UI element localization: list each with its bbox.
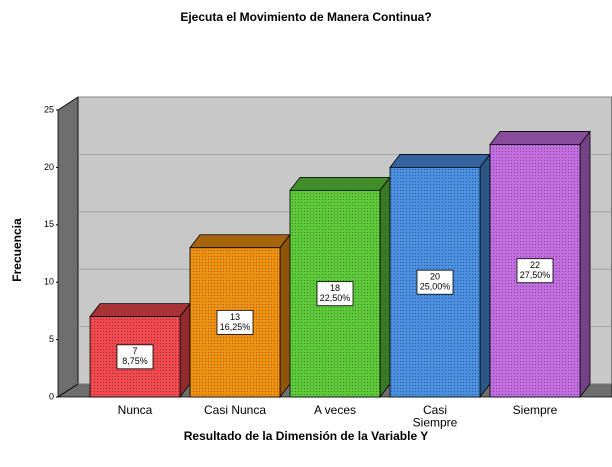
x-axis-label: Resultado de la Dimensión de la Variable… (184, 429, 429, 443)
data-label-box (116, 344, 154, 370)
data-label-box (216, 309, 254, 335)
data-label: 20 (430, 272, 440, 282)
y-tick-label: 10 (44, 277, 54, 287)
x-tick-label: Nunca (118, 403, 153, 417)
bar-top (389, 153, 491, 168)
bar-side (579, 130, 591, 399)
data-label: 18 (330, 283, 340, 293)
y-axis-label: Frecuencia (10, 218, 24, 282)
chart-title: Ejecuta el Movimiento de Manera Continua… (180, 10, 431, 24)
data-label: 7 (132, 346, 137, 356)
bar (89, 302, 191, 399)
side-wall (57, 96, 79, 398)
data-label-percent: 16,25% (220, 322, 251, 332)
bar-side (379, 176, 391, 399)
bar-top (289, 176, 391, 191)
bar-top (189, 234, 291, 249)
data-label-box (416, 269, 454, 295)
data-label-percent: 25,00% (420, 282, 451, 292)
x-tick-label: A veces (314, 403, 356, 417)
data-label-box (316, 281, 354, 307)
y-tick-label: 5 (49, 334, 54, 344)
y-tick-label: 25 (44, 104, 54, 114)
bar-side (479, 153, 491, 399)
bar (489, 130, 591, 399)
data-label-percent: 8,75% (122, 356, 148, 366)
y-tick-label: 15 (44, 219, 54, 229)
data-label-percent: 22,50% (320, 293, 351, 303)
data-label-percent: 27,50% (520, 270, 551, 280)
bar-top (89, 303, 191, 318)
bar-side (179, 302, 191, 399)
x-tick-label: Siempre (513, 403, 558, 417)
y-tick-label: 20 (44, 162, 54, 172)
data-label: 22 (530, 260, 540, 270)
y-tick-label: 0 (49, 391, 54, 401)
bar-side (279, 233, 291, 399)
data-label-box (516, 258, 554, 284)
x-tick-label: Casi Siempre (413, 403, 458, 430)
bar-top (489, 131, 591, 145)
x-tick-label: Casi Nunca (204, 403, 266, 417)
data-label: 13 (230, 312, 240, 322)
